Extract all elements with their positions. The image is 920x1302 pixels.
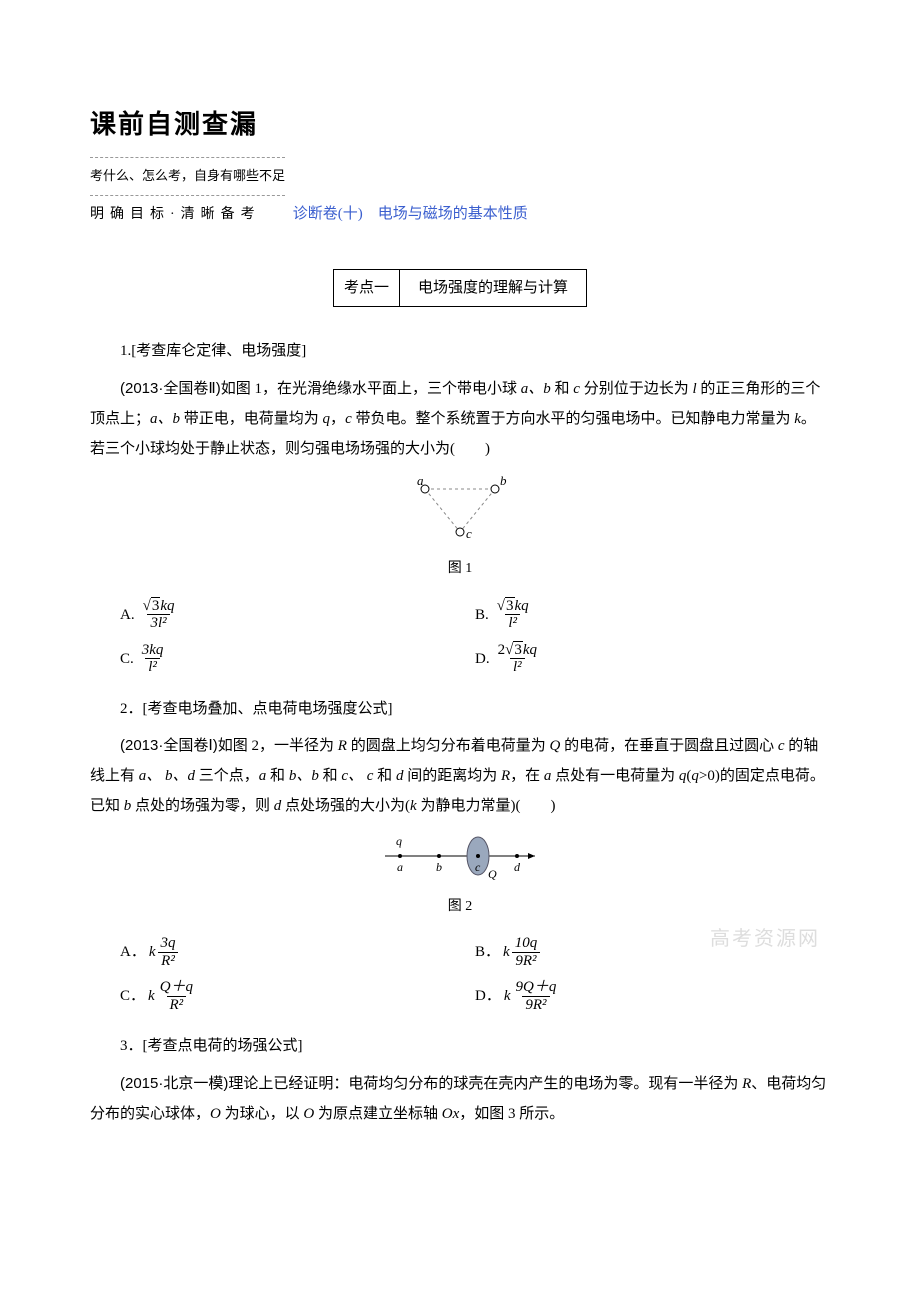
kaodian-col1: 考点一 xyxy=(333,269,399,307)
q1-source: (2013·全国卷Ⅱ) xyxy=(120,380,221,397)
q2-optB: B． k 10q9R² xyxy=(475,930,830,974)
header-subtitle-1: 考什么、怎么考，自身有哪些不足 xyxy=(90,164,285,196)
q1-num: 1. xyxy=(120,343,131,359)
q2-options: A． k 3qR² B． k 10q9R² C． k Q＋qR² D． k 9Q… xyxy=(120,930,830,1018)
fig2-d: d xyxy=(514,860,521,874)
figure-2: q a b c d Q 图 2 xyxy=(90,831,830,920)
q1-title: 1.[考查库仑定律、电场强度] xyxy=(90,337,830,366)
q1-optA: A. √3kq3l² xyxy=(120,593,475,637)
fig1-svg: a b c xyxy=(400,474,520,544)
q3-source: (2015·北京一模) xyxy=(120,1075,228,1092)
fig2-a: a xyxy=(397,860,403,874)
q2-optD: D． k 9Q＋q9R² xyxy=(475,974,830,1018)
q3-title: 3．[考查点电荷的场强公式] xyxy=(90,1032,830,1061)
figure-1: a b c 图 1 xyxy=(90,474,830,583)
fig1-caption: 图 1 xyxy=(90,556,830,583)
fig1-label-b: b xyxy=(500,474,507,488)
fig1-label-a: a xyxy=(417,474,424,488)
q2-source: (2013·全国卷Ⅰ) xyxy=(120,737,218,754)
header-box: 课前自测查漏 考什么、怎么考，自身有哪些不足 明确目标·清晰备考 xyxy=(90,100,285,229)
q1-body: (2013·全国卷Ⅱ)如图 1，在光滑绝缘水平面上，三个带电小球 a、b 和 c… xyxy=(90,374,830,464)
q2-body: (2013·全国卷Ⅰ)如图 2，一半径为 R 的圆盘上均匀分布着电荷量为 Q 的… xyxy=(90,731,830,821)
q1-optC: C. 3kql² xyxy=(120,637,475,681)
kaodian-col2: 电场强度的理解与计算 xyxy=(400,269,587,307)
header-title: 课前自测查漏 xyxy=(90,100,285,158)
page-header: 课前自测查漏 考什么、怎么考，自身有哪些不足 明确目标·清晰备考 诊断卷(十) … xyxy=(90,100,830,229)
q3-body: (2015·北京一模)理论上已经证明：电荷均匀分布的球壳在壳内产生的电场为零。现… xyxy=(90,1069,830,1129)
diagnosis-title: 诊断卷(十) 电场与磁场的基本性质 xyxy=(293,206,528,222)
header-subtitle-2: 明确目标·清晰备考 xyxy=(90,202,285,229)
kaodian-table: 考点一 电场强度的理解与计算 xyxy=(333,269,587,308)
fig2-svg: q a b c d Q xyxy=(370,831,550,881)
q1-optD: D. 2√3kql² xyxy=(475,637,830,681)
fig2-b: b xyxy=(436,860,442,874)
q2-optA: A． k 3qR² xyxy=(120,930,475,974)
q2-optC: C． k Q＋qR² xyxy=(120,974,475,1018)
q2-title: 2．[考查电场叠加、点电荷电场强度公式] xyxy=(90,695,830,724)
fig1-label-c: c xyxy=(466,526,472,541)
fig2-c: c xyxy=(475,860,481,874)
q1-tag: [考查库仑定律、电场强度] xyxy=(131,343,306,359)
q1-optB: B. √3kql² xyxy=(475,593,830,637)
fig2-caption: 图 2 xyxy=(90,894,830,921)
q1-options: A. √3kq3l² B. √3kql² C. 3kql² D. 2√3kql² xyxy=(120,593,830,681)
fig2-q: q xyxy=(396,834,402,848)
fig2-Q: Q xyxy=(488,867,497,881)
